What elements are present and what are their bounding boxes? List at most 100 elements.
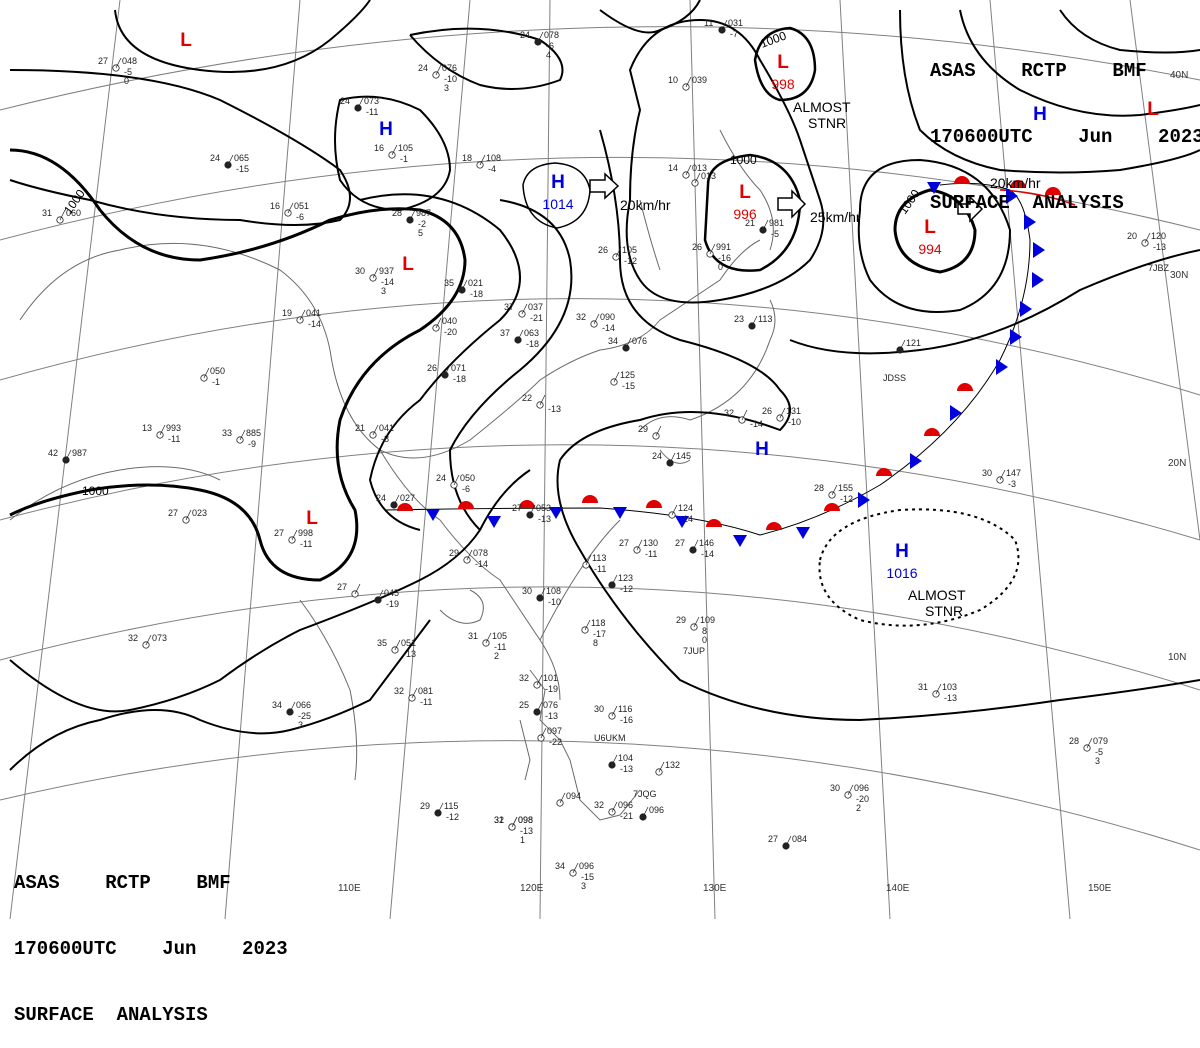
station-pressure: 113 [592, 553, 606, 563]
station-temp: 37 [504, 302, 514, 312]
header-line1: ASAS RCTP BMF [14, 872, 231, 894]
note-almost-2: ALMOST [908, 587, 966, 603]
header-line3: SURFACE ANALYSIS [930, 192, 1124, 214]
wind-barb [227, 154, 234, 166]
station-pressure: 051 [401, 638, 416, 648]
cold-front-triangle [910, 453, 922, 469]
station-plot: 118-178 [581, 618, 606, 648]
station-tendency: -17 [593, 629, 606, 639]
station-plot: 26 071-18 [427, 363, 466, 384]
station-plot: 040-20 [432, 316, 457, 337]
station-tendency: -21 [620, 811, 633, 821]
station-plot: 113-11 [582, 553, 606, 574]
station-plot: 32 096-21 [594, 800, 633, 821]
station-temp: 37 [500, 328, 510, 338]
station-plot: 24 065-15 [210, 153, 249, 174]
station-pressure: 096 [618, 800, 633, 810]
station-pressure: 104 [618, 753, 633, 763]
wind-barb [411, 687, 418, 699]
wind-barb [435, 64, 442, 76]
station-temp: 31 [42, 208, 52, 218]
station-temp: 28 [1069, 736, 1079, 746]
station-temp: 19 [282, 308, 292, 318]
station-temp: 16 [374, 143, 384, 153]
station-plot: 27 053-13 [512, 503, 551, 524]
station-pressure: 097 [547, 726, 562, 736]
lon-label: 150E [1088, 883, 1112, 894]
wind-barb [584, 619, 591, 631]
station-temp: 11 [704, 18, 713, 28]
station-temp: 27 [768, 834, 778, 844]
wind-barb [685, 164, 692, 176]
station-pressure: 105 [492, 631, 507, 641]
wind-barb [435, 317, 442, 329]
station-plot: 32 -14 [724, 408, 763, 429]
center-symbol: H [379, 119, 393, 140]
station-pressure: 041 [306, 308, 321, 318]
station-plot: 30 096-202 [830, 783, 869, 813]
wind-barb [539, 394, 546, 406]
station-pressure: 051 [294, 201, 309, 211]
longitude-grid [9, 0, 1200, 919]
center-symbol: L [1147, 99, 1159, 120]
header-line2: 170600UTC Jun 2023 [930, 126, 1200, 148]
station-plot: 26 105-12 [598, 245, 637, 266]
warm-front-semicircle [766, 522, 782, 530]
station-pressure: 981 [769, 218, 784, 228]
station-plot: 10 039 [668, 75, 707, 91]
wind-barb [377, 589, 384, 601]
wind-barb [145, 634, 152, 646]
station-temp: 31 [918, 682, 928, 692]
station-tendency: -1 [212, 377, 220, 387]
station-temp: 30 [594, 704, 604, 714]
wind-barb [159, 424, 166, 436]
station-tendency: -19 [545, 684, 558, 694]
station-pressure: 147 [1006, 468, 1021, 478]
wind-barb [721, 19, 728, 31]
station-plot: 30 116-16 [594, 704, 633, 725]
station-plot: 32 090-14 [576, 312, 615, 333]
station-tendency: -14 [475, 559, 488, 569]
wind-barb [394, 639, 401, 651]
movement-label-2: 25km/hr [810, 209, 861, 225]
lon-label: 130E [703, 883, 727, 894]
station-plot: 14 013 [668, 163, 707, 179]
station-pressure: 113 [758, 314, 772, 324]
station-tendency: -13 [1153, 242, 1166, 252]
station-tendency: -14 [750, 419, 763, 429]
high-center: H [379, 119, 393, 140]
wind-barb [529, 504, 536, 516]
station-temp: 35 [377, 638, 387, 648]
station-tendency: -15 [581, 872, 594, 882]
station-temp: 25 [519, 700, 529, 710]
latitude-grid [0, 26, 1200, 851]
station-tendency: -4 [488, 164, 496, 174]
station-plot: 045-19 [374, 588, 399, 609]
station-pressure: 013 [701, 171, 716, 181]
station-pressure: 098 [518, 815, 533, 825]
station-tendency: -10 [548, 597, 561, 607]
station-pressure: 063 [524, 328, 539, 338]
station-temp: 34 [608, 336, 618, 346]
station-plot: 27 [337, 582, 361, 598]
wind-barb [709, 243, 716, 255]
station-weather: 3 [381, 286, 386, 296]
station-pressure: 885 [246, 428, 261, 438]
station-tendency: -13 [545, 711, 558, 721]
station-tendency: -11 [366, 107, 378, 117]
wind-barb [291, 529, 298, 541]
station-tendency: -22 [549, 737, 562, 747]
station-temp: 29 [638, 424, 648, 434]
wind-barb [585, 554, 592, 566]
station-pressure: 013 [692, 163, 707, 173]
station-temp: 29 [449, 548, 459, 558]
center-pressure: 996 [733, 206, 757, 222]
station-weather: 8 [593, 638, 598, 648]
cold-front-triangle [927, 182, 941, 194]
station-pressure: 078 [544, 30, 559, 40]
cold-front-triangle [1032, 272, 1044, 288]
station-pressure: 105 [398, 143, 413, 153]
low-center: L [306, 508, 318, 529]
warm-front-semicircle [1045, 187, 1061, 195]
wind-barb [692, 539, 699, 551]
